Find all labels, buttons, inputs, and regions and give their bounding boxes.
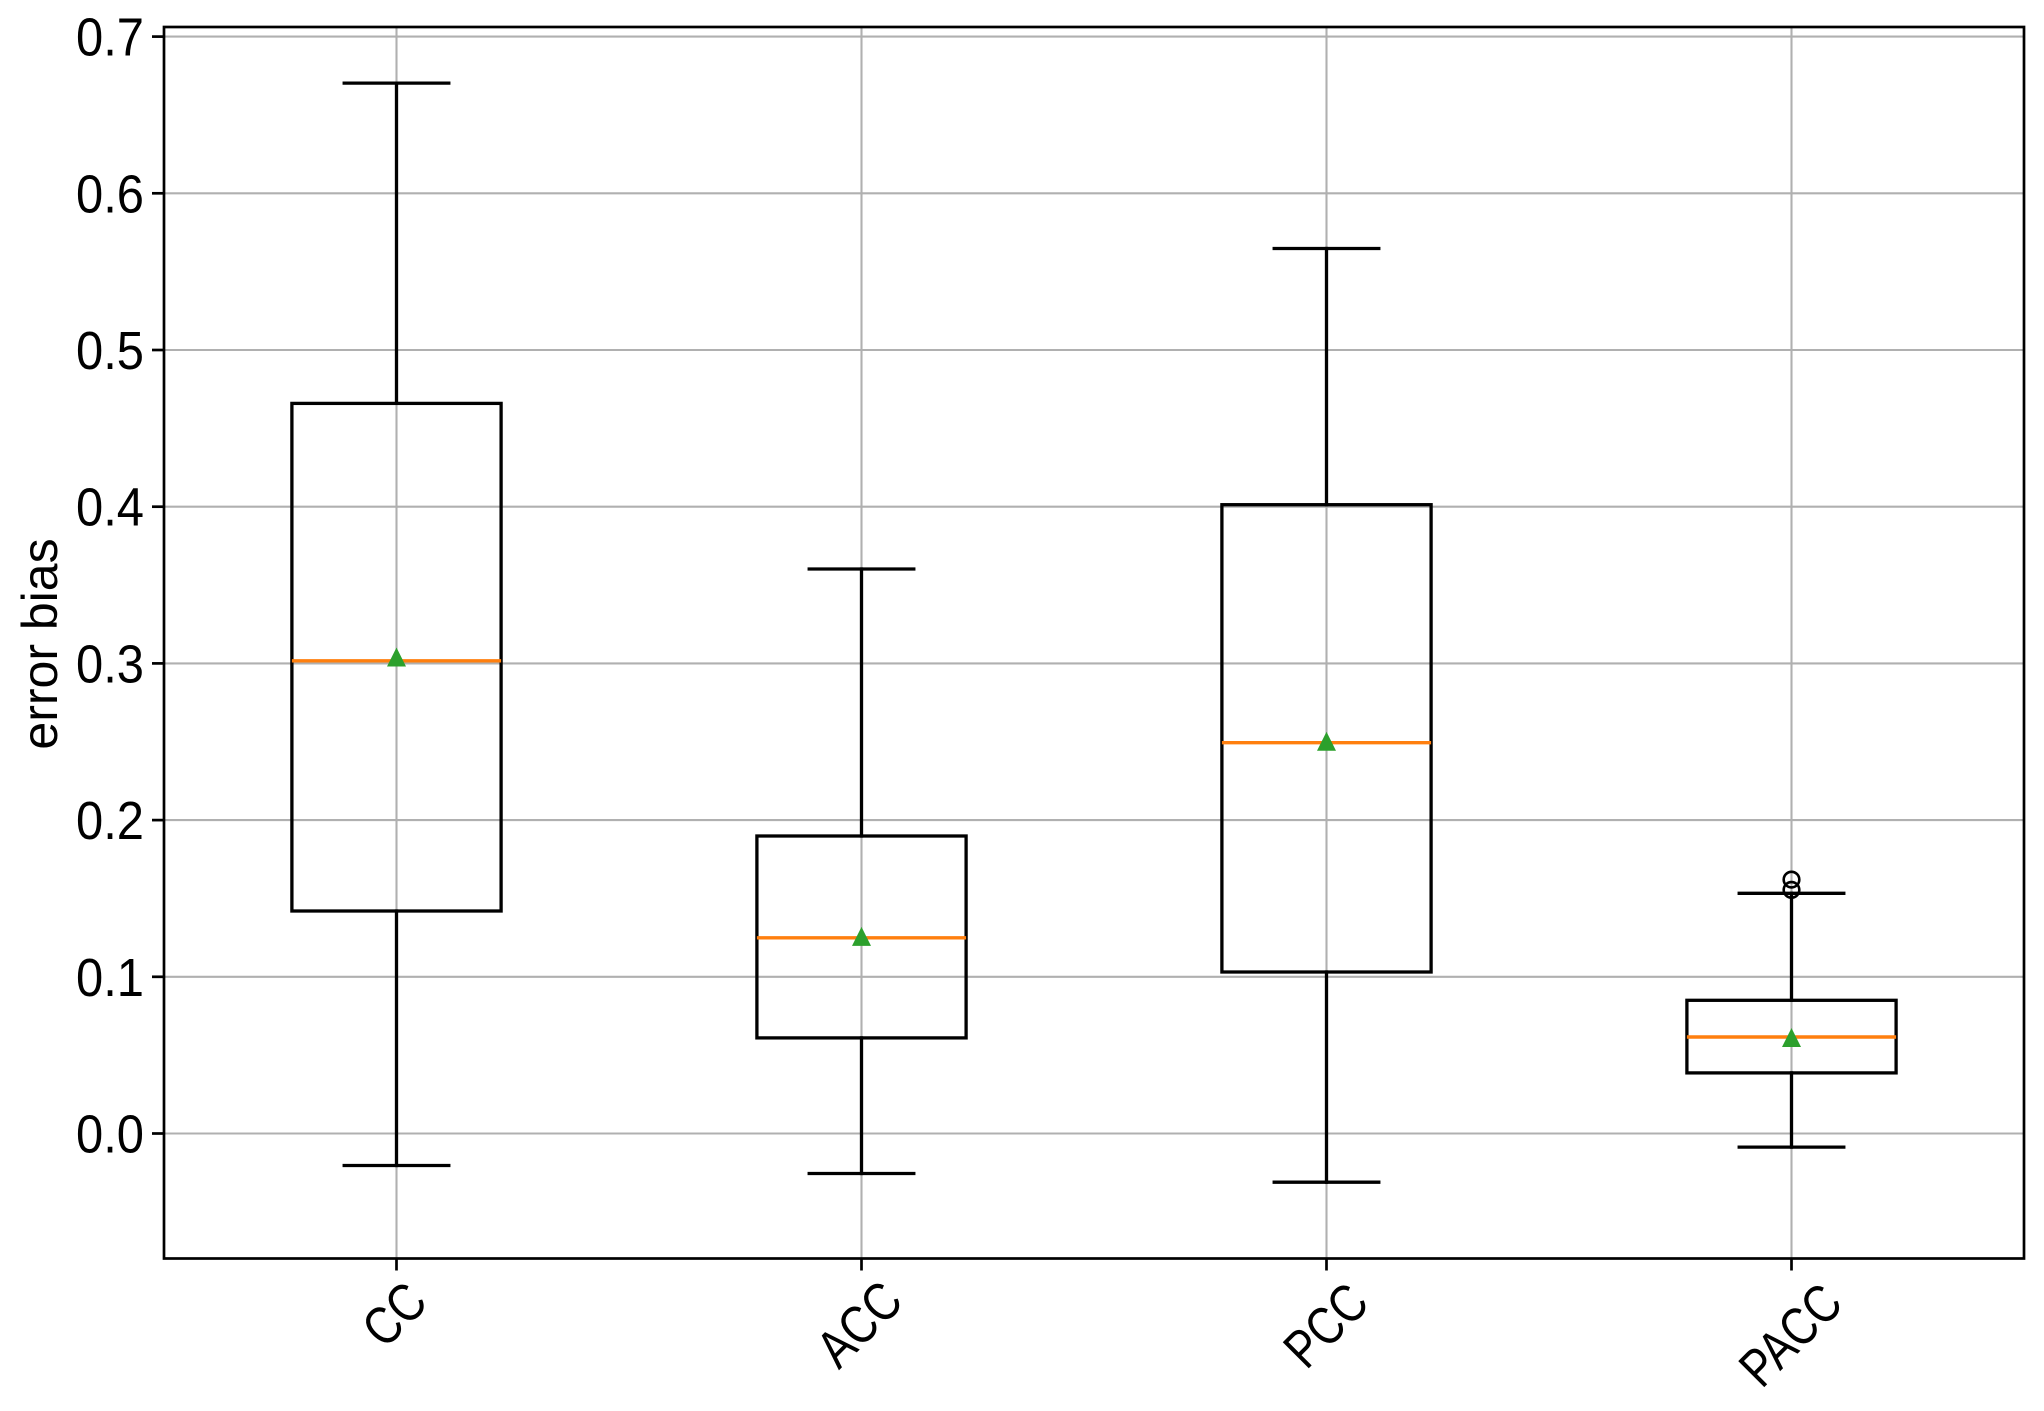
svg-text:0.1: 0.1 <box>76 949 144 1008</box>
svg-text:0.5: 0.5 <box>76 322 144 381</box>
svg-text:0.2: 0.2 <box>76 792 144 851</box>
svg-text:0.4: 0.4 <box>76 479 144 538</box>
svg-text:error bias: error bias <box>12 538 68 749</box>
svg-text:0.0: 0.0 <box>76 1106 144 1165</box>
svg-text:0.3: 0.3 <box>76 635 144 694</box>
svg-text:0.6: 0.6 <box>76 165 144 224</box>
svg-text:0.7: 0.7 <box>76 9 144 68</box>
